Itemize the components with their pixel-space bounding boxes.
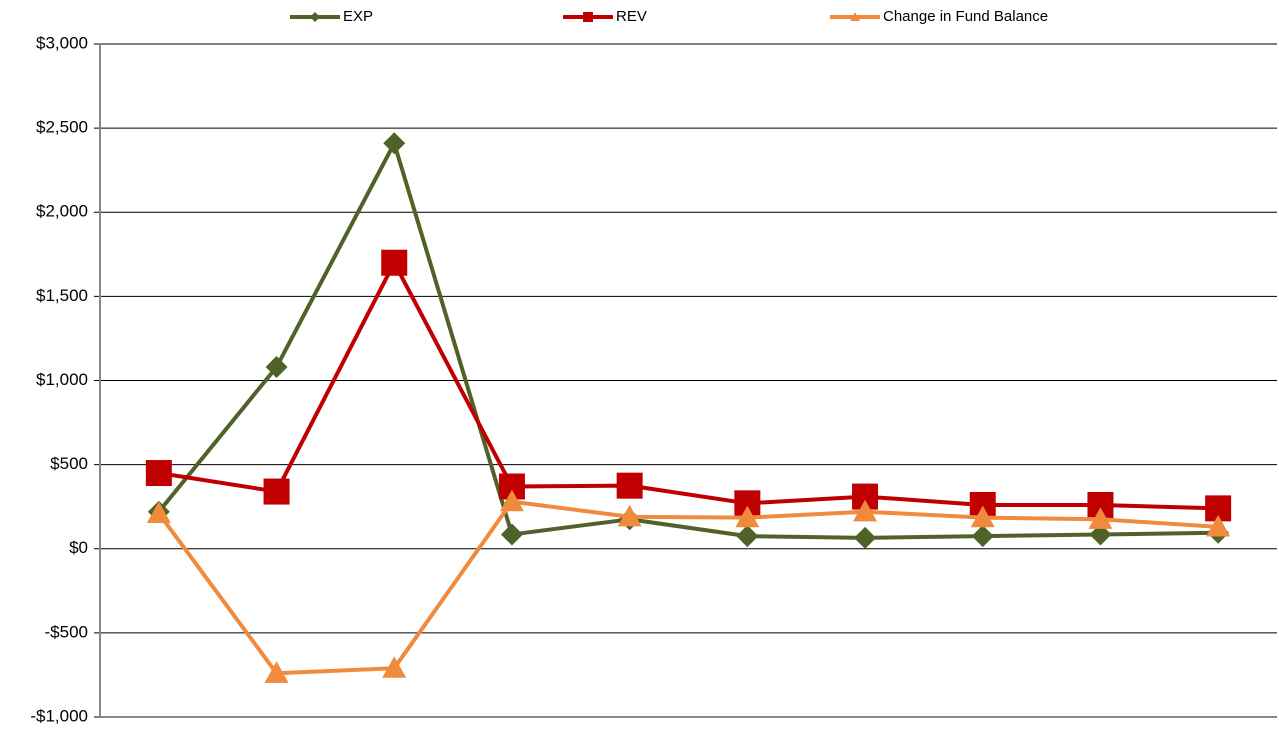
marker (310, 12, 320, 22)
marker (500, 523, 523, 546)
y-tick-label: $2,000 (36, 202, 88, 221)
marker (264, 661, 289, 683)
marker (735, 505, 760, 528)
legend-label: EXP (343, 8, 373, 25)
y-tick-label: $1,500 (36, 286, 88, 305)
y-tick-label: -$1,000 (30, 706, 88, 725)
marker (617, 504, 642, 527)
marker (736, 525, 759, 548)
marker (853, 499, 878, 522)
legend-label: Change in Fund Balance (883, 8, 1048, 25)
marker (583, 12, 593, 22)
marker (854, 526, 877, 549)
series-line (157, 141, 1219, 540)
y-tick-label: $0 (69, 538, 88, 557)
y-tick-label: $1,000 (36, 370, 88, 389)
marker (1206, 514, 1231, 537)
marker (383, 132, 406, 155)
marker (382, 656, 407, 678)
marker (145, 460, 172, 487)
marker (146, 501, 171, 524)
marker (263, 478, 290, 505)
marker (970, 505, 995, 528)
marker (1089, 523, 1112, 546)
marker (381, 249, 408, 276)
y-tick-label: -$500 (45, 622, 88, 641)
marker (971, 525, 994, 548)
marker (616, 472, 643, 499)
marker (850, 12, 860, 21)
y-tick-label: $2,500 (36, 118, 88, 137)
y-tick-label: $500 (50, 454, 88, 473)
marker (1088, 507, 1113, 529)
marker (265, 356, 288, 379)
series-line (157, 499, 1219, 676)
marker (499, 489, 524, 512)
series-line (158, 260, 1219, 511)
legend-label: REV (616, 8, 647, 25)
y-tick-label: $3,000 (36, 33, 88, 52)
